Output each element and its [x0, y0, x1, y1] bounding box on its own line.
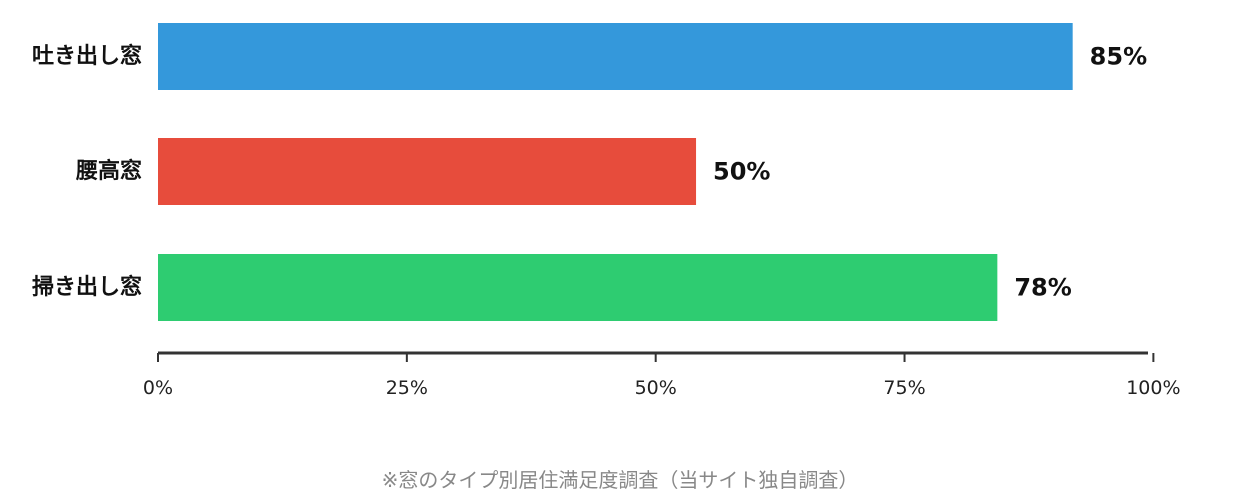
category-label-2: 腰高窓: [75, 158, 142, 184]
x-tick-label-3: 50%: [635, 377, 677, 399]
value-label-3: 78%: [1014, 274, 1071, 302]
category-label-1: 吐き出し窓: [32, 43, 142, 69]
bar-1: [158, 23, 1073, 90]
value-labels: 85% 50% 78%: [713, 43, 1147, 302]
x-axis-ticks: 0% 25% 50% 75% 100%: [143, 353, 1181, 399]
bar-3: [158, 254, 998, 321]
x-tick-label-5: 100%: [1126, 377, 1180, 399]
x-tick-label-2: 25%: [386, 377, 428, 399]
x-tick-label-1: 0%: [143, 377, 173, 399]
value-label-2: 50%: [713, 158, 770, 186]
value-label-1: 85%: [1090, 43, 1147, 71]
bar-2: [158, 138, 697, 205]
category-label-3: 掃き出し窓: [32, 274, 142, 300]
x-tick-label-4: 75%: [883, 377, 925, 399]
bar-group: [158, 23, 1073, 321]
survey-note: ※窓のタイプ別居住満足度調査（当サイト独自調査）: [382, 468, 859, 492]
